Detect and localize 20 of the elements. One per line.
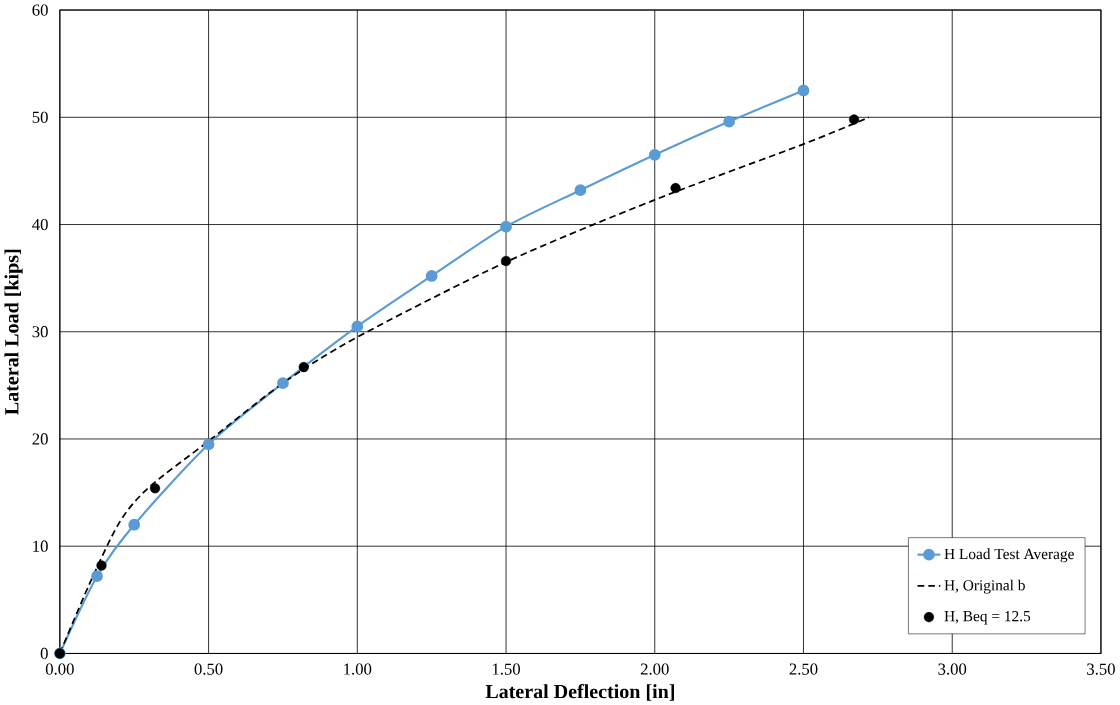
x-tick-label: 2.00 (640, 663, 669, 675)
legend-label: H, Beq = 12.5 (944, 610, 1031, 625)
x-tick-label: 0.50 (194, 663, 223, 675)
legend-label: H Load Test Average (944, 548, 1074, 563)
x-tick-label: 2.50 (789, 663, 818, 675)
y-tick-label: 40 (32, 218, 48, 231)
y-tick-label: 20 (32, 433, 48, 445)
y-tick-label: 60 (32, 4, 48, 16)
x-tick-label: 1.50 (492, 663, 520, 675)
x-tick-label: 3.00 (938, 663, 967, 675)
y-tick-label: 30 (32, 326, 48, 338)
x-axis-title: Lateral Deflection [in] (485, 683, 674, 701)
y-tick-label: 0 (40, 647, 48, 659)
x-tick-label: 3.50 (1087, 663, 1115, 675)
y-tick-label: 50 (32, 111, 48, 123)
y-tick-label: 10 (33, 540, 48, 552)
y-axis-title: Lateral Load [kips] (4, 249, 23, 415)
x-tick-label: 0.00 (45, 663, 74, 675)
x-tick-label: 1.00 (344, 663, 372, 675)
legend-label: H, Original b (944, 579, 1025, 594)
